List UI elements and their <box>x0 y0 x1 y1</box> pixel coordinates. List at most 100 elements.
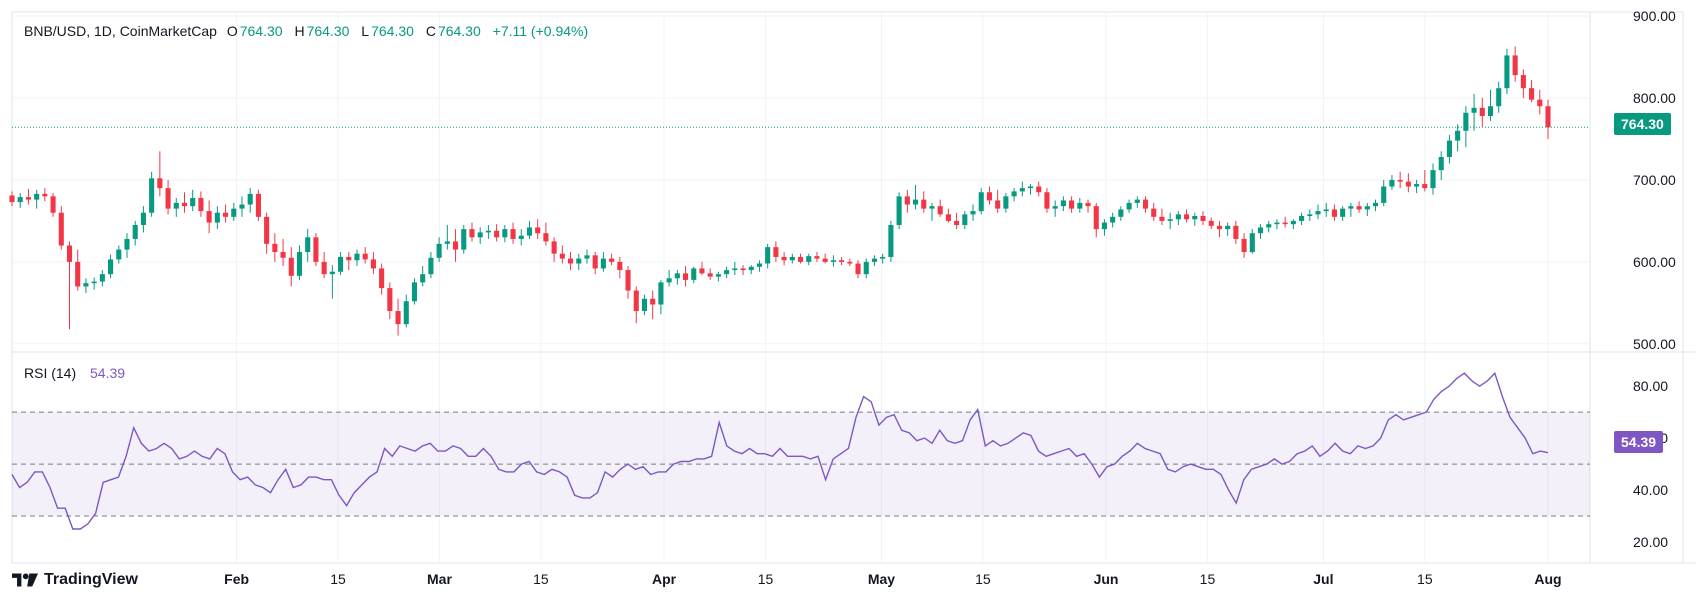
rsi-tick-label: 40.00 <box>1633 482 1668 498</box>
candle-body <box>1323 209 1329 212</box>
tradingview-mark-icon <box>12 573 38 587</box>
candle-body <box>962 214 968 226</box>
open-value: 764.30 <box>239 23 283 39</box>
candle-body <box>707 273 713 277</box>
candle-body <box>658 282 664 305</box>
candle-body <box>25 197 31 200</box>
candle-body <box>91 281 97 284</box>
candle-body <box>1225 225 1231 230</box>
candle-body <box>1430 170 1436 189</box>
open-label: O <box>226 23 238 39</box>
candle-body <box>239 204 245 209</box>
candle-body <box>247 193 253 205</box>
x-tick-label: Aug <box>1534 571 1561 587</box>
candle-body <box>1274 222 1280 225</box>
candle-body <box>1479 107 1485 117</box>
candle-body <box>461 229 467 250</box>
candle-body <box>190 197 196 207</box>
candle-body <box>666 278 672 283</box>
x-tick-label: 15 <box>533 571 549 587</box>
candle-body <box>420 274 426 283</box>
candle-body <box>1520 75 1526 89</box>
x-tick-label: Jul <box>1313 571 1333 587</box>
candle-body <box>921 199 927 209</box>
candle-body <box>1077 202 1083 209</box>
candle-body <box>370 259 376 269</box>
candle-body <box>255 193 261 217</box>
candle-body <box>272 243 278 253</box>
candle-body <box>1011 191 1017 197</box>
candle-body <box>1356 206 1362 210</box>
candle-body <box>691 268 697 280</box>
candle-body <box>17 197 23 203</box>
candle-body <box>436 243 442 258</box>
candle-body <box>1060 200 1066 207</box>
candle-body <box>1257 227 1264 234</box>
x-tick-label: 15 <box>758 571 774 587</box>
candle-body <box>789 256 795 261</box>
candle-body <box>526 227 533 236</box>
candle-body <box>198 197 204 212</box>
candle-body <box>1208 220 1214 226</box>
candle-body <box>781 256 787 261</box>
candle-body <box>338 256 344 272</box>
candle-body <box>411 282 418 302</box>
candle-body <box>822 258 828 262</box>
rsi-legend-value: 54.39 <box>90 365 126 381</box>
tradingview-logo[interactable]: TradingView <box>12 571 138 589</box>
candle-body <box>1348 206 1354 209</box>
candle-body <box>1200 216 1206 221</box>
candle-body <box>830 260 836 262</box>
last-price-tag: 764.30 <box>1614 113 1671 135</box>
candle-body <box>1019 188 1025 192</box>
candle-body <box>995 200 1001 209</box>
candle-body <box>66 245 73 262</box>
candle-body <box>543 233 549 242</box>
candle-body <box>1118 209 1124 217</box>
candle-body <box>814 256 820 259</box>
candle-body <box>1282 222 1288 225</box>
candle-body <box>75 261 81 287</box>
candle-body <box>395 311 401 325</box>
candle-body <box>609 258 615 262</box>
x-tick-label: Apr <box>652 571 677 587</box>
candle-body <box>880 256 886 259</box>
candle-body <box>124 238 130 250</box>
candle-body <box>1455 130 1461 141</box>
candle-body <box>510 229 516 239</box>
x-tick-label: 15 <box>330 571 346 587</box>
candle-body <box>945 214 951 221</box>
candle-body <box>1085 202 1091 207</box>
candle-body <box>149 178 155 213</box>
candle-body <box>929 206 935 209</box>
candle-body <box>485 230 491 233</box>
candle-body <box>847 261 853 264</box>
rsi-tick-label: 20.00 <box>1633 534 1668 550</box>
candle-body <box>592 255 598 269</box>
candle-body <box>1496 88 1502 107</box>
candle-body <box>1422 184 1428 189</box>
tradingview-brand: TradingView <box>44 571 138 588</box>
candle-body <box>1405 181 1411 187</box>
candle-body <box>280 252 286 258</box>
candle-body <box>904 196 910 205</box>
candle-body <box>362 253 368 260</box>
candle-body <box>305 237 311 253</box>
candle-body <box>715 274 721 277</box>
candle-body <box>1364 206 1370 210</box>
x-tick-label: Jun <box>1094 571 1119 587</box>
rsi-tick-label: 80.00 <box>1633 378 1668 394</box>
candle-body <box>1487 106 1494 117</box>
high-value: 764.30 <box>306 23 350 39</box>
candle-body <box>970 211 976 215</box>
candle-body <box>1471 107 1477 113</box>
candle-body <box>518 235 524 239</box>
candle-body <box>1340 208 1346 217</box>
candle-body <box>1175 214 1181 220</box>
candle-body <box>559 253 565 259</box>
candle-body <box>288 257 294 276</box>
candle-body <box>1446 140 1452 158</box>
price-tick-label: 700.00 <box>1633 172 1676 188</box>
candle-body <box>469 229 475 238</box>
